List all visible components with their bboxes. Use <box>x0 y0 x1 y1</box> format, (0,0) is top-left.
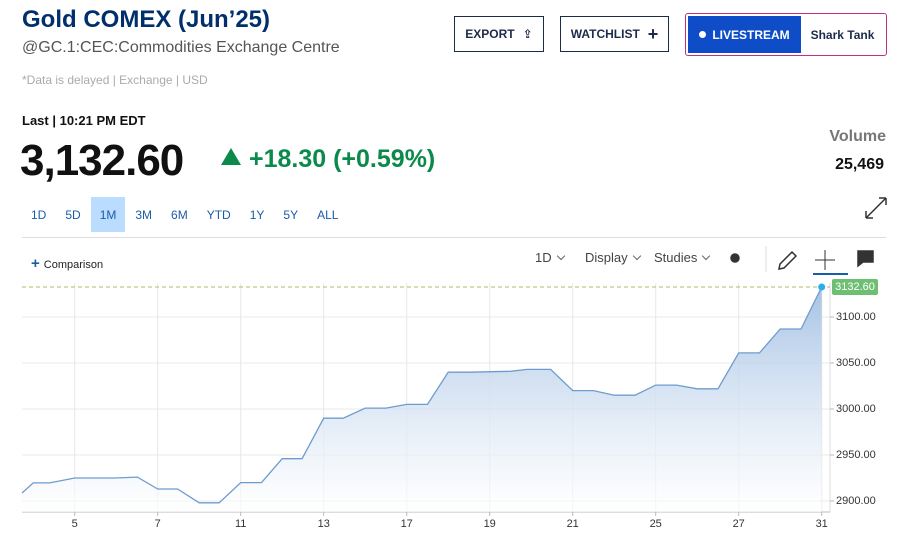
x-tick-label: 19 <box>484 518 496 530</box>
range-button[interactable]: 1D <box>31 207 47 222</box>
interval[interactable]: 1D <box>535 250 564 265</box>
x-tick-label: 17 <box>401 518 413 530</box>
watchlist-label: WATCHLIST <box>570 27 640 41</box>
x-tick-label: 31 <box>816 518 828 530</box>
y-tick-label: 3100.00 <box>836 311 876 323</box>
last-point <box>818 283 826 291</box>
x-tick-label: 25 <box>650 518 662 530</box>
comparison[interactable]: + Comparison <box>31 255 104 272</box>
last-price-label: 3132.60 <box>835 281 875 293</box>
range-button[interactable]: 1M <box>90 197 126 232</box>
title: Gold COMEX (Jun’25) <box>22 6 271 33</box>
livestream-label: LIVESTREAM <box>712 27 790 42</box>
range-button[interactable]: 1Y <box>249 207 265 222</box>
range-button[interactable]: 5Y <box>283 207 299 222</box>
x-tick-label: 13 <box>318 518 330 530</box>
y-tick-label: 3000.00 <box>836 403 876 415</box>
display[interactable]: Display <box>585 250 640 265</box>
studies[interactable]: Studies <box>654 250 709 265</box>
line <box>21 286 823 504</box>
last-time: Last | 10:21 PM EDT <box>22 113 146 128</box>
price: 3,132.60 <box>20 136 184 185</box>
range-button[interactable]: 5D <box>65 207 81 222</box>
y-tick-label: 2950.00 <box>836 449 876 461</box>
export-button[interactable]: EXPORT ⇪ <box>454 16 544 52</box>
x-tick-label: 27 <box>733 518 745 530</box>
symbol: @GC.1:CEC:Commodities Exchange Centre <box>22 39 340 56</box>
y-tick-label: 3050.00 <box>836 357 876 369</box>
range-button[interactable]: 6M <box>171 207 188 222</box>
watchlist-button[interactable]: WATCHLIST + <box>560 16 669 52</box>
export-label: EXPORT <box>465 27 515 41</box>
last-price-tag <box>832 279 878 296</box>
livestream[interactable]: LIVESTREAM Shark Tank <box>685 13 887 56</box>
change-text: +18.30 (+0.59%) <box>249 145 436 173</box>
volume: 25,469 <box>835 156 884 173</box>
range-button[interactable]: YTD <box>206 207 231 222</box>
range-button[interactable]: ALL <box>317 207 339 222</box>
x-tick-label: 21 <box>567 518 579 530</box>
livestream-button[interactable]: LIVESTREAM <box>688 16 801 53</box>
show-link[interactable]: Shark Tank <box>810 27 875 42</box>
comparison-label: Comparison <box>43 259 104 271</box>
icon: + <box>647 23 659 44</box>
x-tick-label: 7 <box>155 518 161 530</box>
icon: ⇪ <box>522 27 533 41</box>
change: +18.30 (+0.59%) <box>221 145 435 174</box>
x-tick-label: 5 <box>72 518 78 530</box>
area <box>22 287 822 512</box>
separator <box>22 237 886 238</box>
y-tick-label: 2900.00 <box>836 495 876 507</box>
icons <box>730 197 887 275</box>
volume-label: Volume <box>829 128 886 145</box>
range-selector: 1D 5D 1M 3M 6M YTD 1Y 5Y ALL <box>22 197 348 232</box>
note: *Data is delayed | Exchange | USD <box>22 73 208 87</box>
x-tick-label: 11 <box>235 518 246 530</box>
range-button[interactable]: 3M <box>135 207 153 222</box>
